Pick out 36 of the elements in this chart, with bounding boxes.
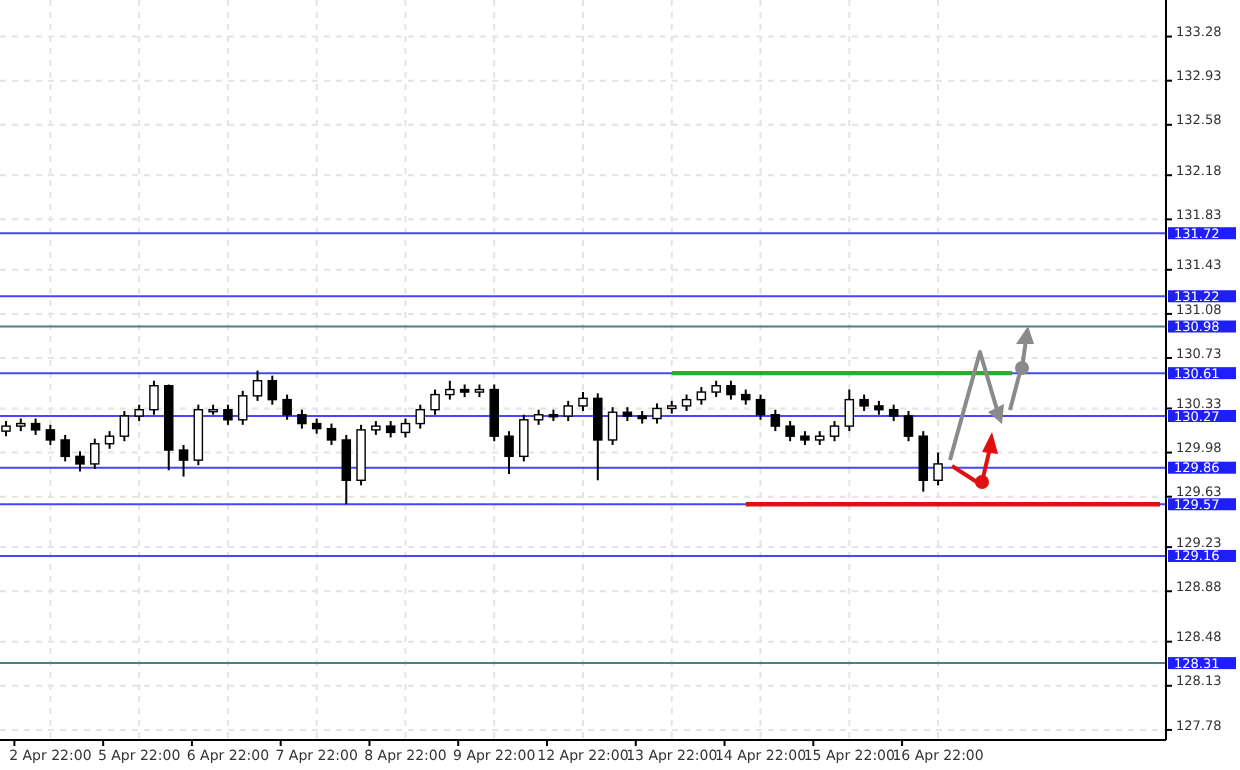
- candlestick: [519, 413, 529, 463]
- candlestick: [726, 379, 736, 401]
- candlestick: [400, 417, 411, 439]
- candlestick: [755, 393, 766, 421]
- candlestick: [563, 399, 573, 423]
- candlestick: [149, 379, 159, 416]
- candlestick: [607, 406, 618, 447]
- candlestick: [75, 450, 85, 473]
- candlestick: [341, 433, 352, 506]
- candlestick: [326, 422, 337, 447]
- candlestick: [178, 444, 189, 478]
- candlestick: [60, 433, 70, 463]
- candlestick: [445, 379, 455, 401]
- candlestick: [652, 402, 662, 425]
- candlestick: [785, 420, 795, 443]
- candlestick: [267, 374, 278, 406]
- candlestick: [282, 393, 292, 421]
- candlestick: [593, 392, 603, 482]
- candlestick: [770, 408, 781, 433]
- candlestick: [415, 403, 426, 430]
- candlestick: [933, 451, 943, 487]
- candlestick: [45, 423, 56, 447]
- candlestick: [918, 430, 929, 493]
- candlestick: [252, 369, 263, 402]
- candlestick: [119, 409, 130, 443]
- candlestick: [223, 403, 233, 426]
- candlestick: [430, 388, 440, 416]
- candlestick: [844, 388, 855, 433]
- candlestick: [578, 391, 588, 412]
- candlestick: [829, 420, 840, 443]
- candlestick: [489, 383, 499, 443]
- candlestick: [504, 430, 514, 475]
- candlestick: [237, 389, 248, 426]
- candlestick: [297, 408, 307, 430]
- candlestick: [903, 409, 914, 443]
- candlestick: [90, 437, 100, 470]
